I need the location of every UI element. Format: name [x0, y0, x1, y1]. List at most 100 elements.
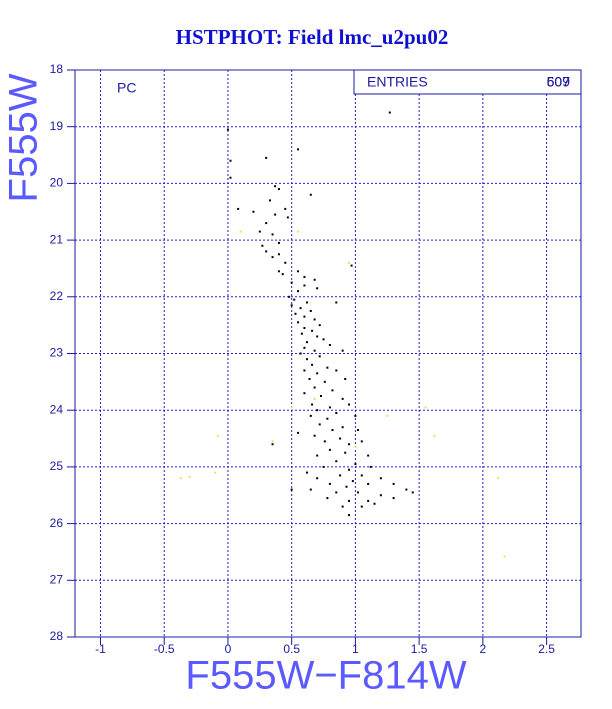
point [326, 366, 329, 369]
point [328, 482, 331, 485]
point [316, 454, 319, 457]
point [294, 312, 297, 315]
y-tick-label: 24 [50, 402, 64, 416]
point [271, 233, 274, 236]
point [373, 502, 376, 505]
point [348, 443, 351, 446]
point [216, 434, 219, 437]
point [313, 278, 316, 281]
point [311, 363, 314, 366]
point [348, 468, 351, 471]
point [354, 463, 357, 466]
point [369, 465, 372, 468]
point [344, 378, 347, 381]
point [335, 491, 338, 494]
point [303, 275, 306, 278]
point [326, 497, 329, 500]
y-axis-label: F555W [2, 73, 46, 202]
point [297, 270, 300, 273]
point [388, 111, 391, 114]
annotation: PC [117, 80, 136, 96]
point [297, 321, 300, 324]
y-tick-label: 27 [50, 572, 64, 586]
point [335, 369, 338, 372]
point [392, 497, 395, 500]
point [497, 477, 500, 480]
y-tick-label: 22 [50, 289, 64, 303]
point [271, 440, 274, 443]
point [281, 273, 284, 276]
point [316, 477, 319, 480]
point [335, 460, 338, 463]
point [360, 505, 363, 508]
point [284, 207, 287, 210]
point [313, 386, 316, 389]
point [313, 434, 316, 437]
point [286, 216, 289, 219]
point [258, 230, 261, 233]
point [339, 437, 342, 440]
point [290, 488, 293, 491]
x-tick-label: -0.5 [154, 642, 175, 656]
point [179, 477, 182, 480]
point [271, 443, 274, 446]
point [277, 241, 280, 244]
point [318, 423, 321, 426]
point [311, 403, 314, 406]
point [335, 301, 338, 304]
point [297, 230, 300, 233]
point [339, 474, 342, 477]
y-tick-label: 28 [50, 629, 64, 643]
y-tick-label: 26 [50, 516, 64, 530]
point [344, 451, 347, 454]
point [367, 499, 370, 502]
point [303, 369, 306, 372]
point [386, 414, 389, 417]
point [261, 244, 264, 247]
point [252, 210, 255, 213]
point [290, 406, 293, 409]
point [290, 281, 293, 284]
point [265, 222, 268, 225]
point [239, 230, 242, 233]
point [305, 341, 308, 344]
point [309, 488, 312, 491]
point [293, 298, 296, 301]
point [392, 482, 395, 485]
point [226, 128, 229, 131]
point [354, 414, 357, 417]
point [309, 193, 312, 196]
y-tick-label: 19 [50, 119, 64, 133]
point [229, 159, 232, 162]
point [360, 474, 363, 477]
point [309, 414, 312, 417]
point [303, 392, 306, 395]
point [214, 471, 217, 474]
point [354, 446, 357, 449]
point [297, 290, 300, 293]
point [316, 372, 319, 375]
point [297, 148, 300, 151]
x-tick-label: 0 [225, 642, 232, 656]
point [341, 397, 344, 400]
point [305, 358, 308, 361]
point [356, 429, 359, 432]
stats-value: 509 [547, 74, 571, 90]
point [326, 417, 329, 420]
y-tick-label: 23 [50, 346, 64, 360]
point [367, 454, 370, 457]
point [313, 349, 316, 352]
point [288, 295, 291, 298]
point [424, 406, 427, 409]
point [323, 440, 326, 443]
point [277, 270, 280, 273]
x-tick-label: -1 [95, 642, 106, 656]
x-tick-label: 2.5 [538, 642, 555, 656]
point [318, 355, 321, 358]
x-tick-label: 2 [480, 642, 487, 656]
point [411, 491, 414, 494]
point [229, 176, 232, 179]
point [303, 315, 306, 318]
point [433, 434, 436, 437]
